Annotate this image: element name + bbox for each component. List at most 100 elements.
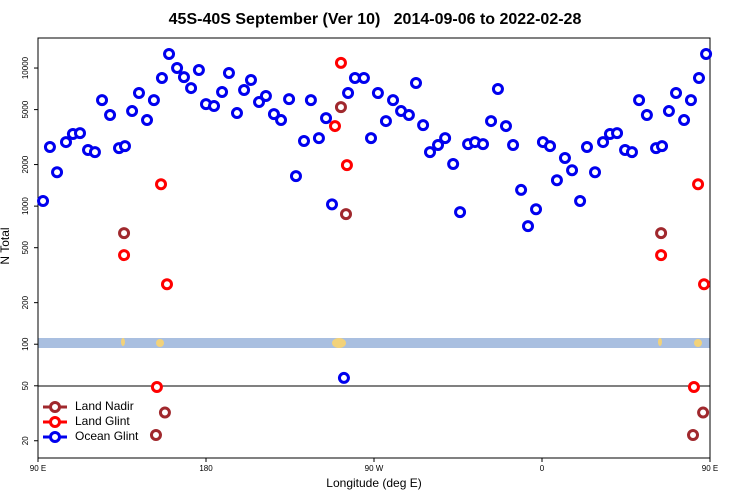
chart-title: 45S-40S September (Ver 10) 2014-09-06 to… (169, 11, 582, 28)
legend-marker (49, 431, 61, 443)
point (491, 82, 504, 95)
point (365, 132, 378, 145)
point (259, 90, 272, 103)
point (379, 115, 392, 128)
point (289, 170, 302, 183)
point (340, 159, 353, 172)
point (216, 86, 229, 99)
point (417, 119, 430, 132)
point (439, 132, 452, 145)
point (208, 99, 221, 112)
point (155, 178, 168, 191)
point (687, 429, 700, 442)
legend-label: Land Nadir (75, 399, 134, 413)
point (566, 164, 579, 177)
point (530, 203, 543, 216)
point (118, 140, 131, 153)
x-tick-label: 90 W (365, 464, 384, 473)
point (283, 93, 296, 106)
point (340, 208, 352, 221)
point (147, 94, 160, 107)
y-tick-label: 20 (21, 436, 30, 445)
point (222, 67, 235, 80)
y-tick-label: 50 (21, 381, 30, 390)
point (485, 115, 498, 128)
y-axis-label: N Total (0, 227, 12, 264)
point (51, 166, 64, 179)
point (37, 194, 50, 207)
point (687, 381, 700, 394)
y-tick-label: 5000 (21, 100, 30, 118)
point (88, 146, 101, 159)
point (104, 108, 117, 121)
point (447, 157, 460, 170)
point (298, 135, 310, 148)
point (698, 278, 711, 291)
point (171, 62, 184, 75)
point (43, 141, 56, 154)
point (477, 138, 490, 151)
point (558, 152, 571, 165)
point (402, 108, 415, 121)
point (320, 112, 333, 125)
point (230, 107, 243, 120)
y-tick-label: 2000 (21, 155, 30, 173)
point (334, 101, 347, 114)
point (640, 108, 653, 121)
point (544, 140, 557, 153)
point (410, 77, 422, 90)
point (371, 87, 384, 100)
point (454, 206, 467, 219)
point (515, 183, 528, 196)
point (684, 94, 697, 107)
point (185, 82, 198, 95)
point (692, 178, 705, 191)
point (597, 136, 610, 149)
point (507, 139, 520, 152)
point (275, 114, 288, 127)
y-tick-label: 1000 (21, 197, 30, 215)
point (625, 146, 638, 159)
point (238, 84, 251, 97)
point (633, 94, 646, 107)
legend-marker (49, 401, 61, 413)
point (149, 429, 162, 442)
x-tick-label: 0 (540, 464, 545, 473)
legend-label: Ocean Glint (75, 429, 139, 443)
point (499, 120, 512, 133)
point (150, 381, 163, 394)
point (670, 87, 683, 100)
point (160, 278, 173, 291)
point (580, 141, 593, 154)
point (304, 94, 317, 107)
point (177, 71, 190, 84)
point (589, 166, 602, 179)
y-tick-label: 500 (21, 240, 30, 254)
point (267, 108, 280, 121)
x-tick-label: 90 E (702, 464, 718, 473)
point (692, 71, 705, 84)
y-tick-label: 100 (21, 337, 30, 351)
point (700, 48, 713, 61)
point (328, 120, 341, 133)
point (655, 227, 668, 240)
point (678, 114, 691, 127)
point (132, 87, 145, 100)
point (141, 114, 154, 127)
y-tick-label: 10000 (21, 56, 30, 79)
point (74, 127, 86, 140)
x-axis-label: Longitude (deg E) (326, 476, 421, 490)
point (244, 74, 257, 87)
point (312, 132, 325, 145)
point (126, 105, 139, 118)
point (163, 48, 176, 61)
point (96, 94, 109, 107)
point (697, 406, 710, 419)
point (656, 140, 669, 153)
point (424, 146, 436, 159)
point (342, 87, 355, 100)
point (522, 220, 534, 233)
point (662, 105, 675, 118)
point (550, 174, 563, 187)
